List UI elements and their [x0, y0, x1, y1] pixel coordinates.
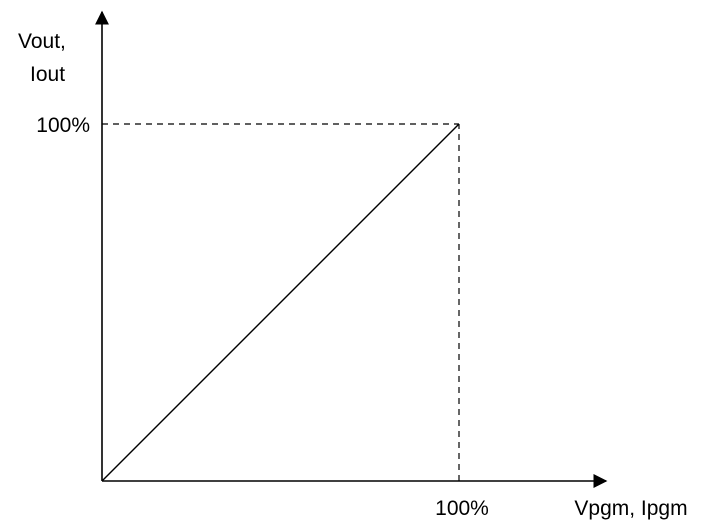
y-axis-label-line-1: Vout, [18, 30, 66, 53]
x-axis-label: Vpgm, Ipgm [574, 497, 687, 520]
series-line [101, 123, 460, 482]
x-tick-label: 100% [435, 497, 489, 520]
y-tick-label: 100% [36, 114, 90, 137]
y-axis-label-line-2: Iout [30, 63, 65, 86]
